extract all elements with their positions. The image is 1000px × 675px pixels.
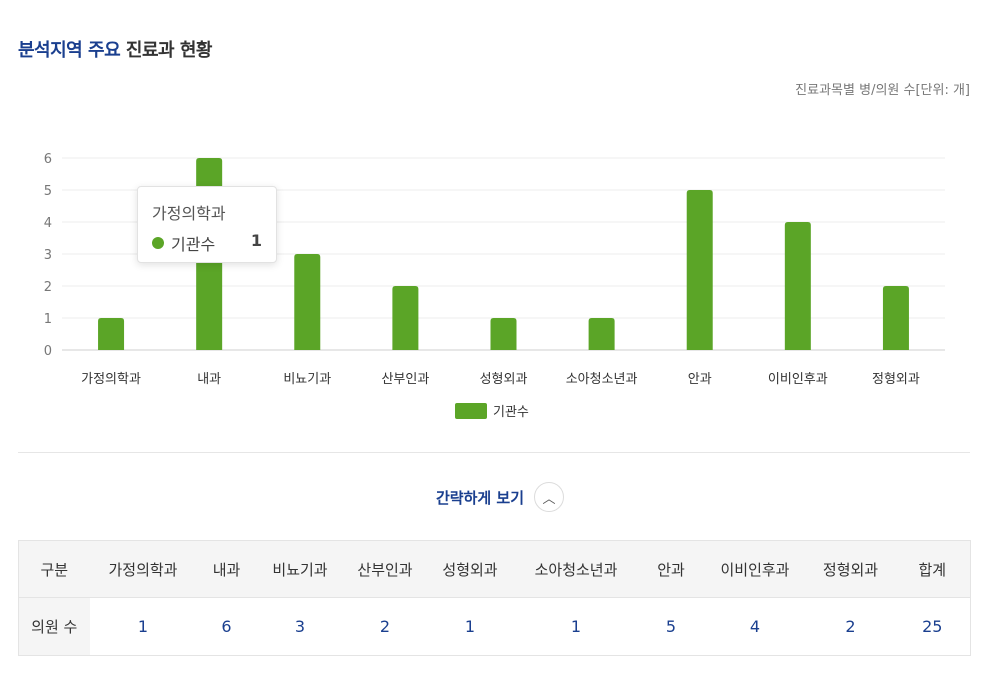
table-header-cell: 정형외과: [806, 540, 895, 598]
table-cell: 1: [513, 597, 639, 656]
tooltip-series-label: 기관수: [171, 235, 216, 254]
section-divider: [18, 452, 970, 453]
table-header-cell: 소아청소년과: [513, 540, 639, 598]
table-cell: 6: [196, 597, 257, 656]
summary-table: 구분 가정의학과 내과 비뇨기과 산부인과 성형외과 소아청소년과 안과 이비인…: [18, 540, 971, 656]
bar: [294, 254, 321, 350]
bar: [686, 190, 713, 350]
table-cell: 25: [894, 597, 971, 656]
table-cell: 3: [256, 597, 344, 656]
legend-label: 기관수: [493, 405, 529, 420]
bar: [490, 318, 517, 350]
page-title-accent: 분석지역 주요: [18, 40, 121, 61]
x-tick-label: 정형외과: [872, 372, 920, 387]
y-tick-label: 0: [44, 344, 52, 359]
bar: [588, 318, 615, 350]
unit-note: 진료과목별 병/의원 수[단위: 개]: [795, 83, 970, 98]
table-header-cell: 내과: [196, 540, 257, 598]
summary-toggle-label: 간략하게 보기: [435, 488, 525, 507]
table-header-cell: 합계: [894, 540, 971, 598]
page-title: 분석지역 주요 진료과 현황: [18, 36, 213, 62]
table-header-cell: 성형외과: [426, 540, 514, 598]
table-row-label: 의원 수: [18, 597, 90, 656]
table-header-cell: 구분: [18, 540, 90, 598]
y-tick-label: 3: [44, 248, 52, 263]
y-tick-label: 1: [44, 312, 52, 327]
bar: [392, 286, 419, 350]
y-tick-label: 2: [44, 280, 52, 295]
table-header-cell: 비뇨기과: [256, 540, 344, 598]
x-tick-label: 비뇨기과: [283, 372, 331, 387]
table-cell: 2: [806, 597, 895, 656]
y-tick-label: 6: [44, 152, 52, 167]
x-tick-label: 산부인과: [381, 372, 429, 387]
bar: [98, 318, 125, 350]
x-tick-label: 소아청소년과: [566, 372, 638, 387]
chevron-up-icon[interactable]: ︿: [534, 482, 565, 512]
table-cell: 1: [89, 597, 197, 656]
table-cell: 4: [703, 597, 807, 656]
legend-swatch: [455, 403, 487, 419]
summary-header-row: 구분 가정의학과 내과 비뇨기과 산부인과 성형외과 소아청소년과 안과 이비인…: [18, 540, 971, 598]
x-tick-label: 내과: [197, 372, 221, 387]
tooltip-title: 가정의학과: [152, 204, 226, 223]
table-header-cell: 산부인과: [343, 540, 427, 598]
x-tick-label: 이비인후과: [768, 372, 828, 387]
table-cell: 2: [343, 597, 427, 656]
x-tick-label: 가정의학과: [81, 372, 141, 387]
tooltip-value: 1: [250, 231, 262, 250]
table-header-cell: 안과: [638, 540, 704, 598]
x-tick-label: 안과: [688, 372, 712, 387]
table-header-cell: 가정의학과: [89, 540, 197, 598]
y-tick-label: 4: [44, 216, 52, 231]
summary-toggle-button[interactable]: 간략하게 보기 ︿: [0, 480, 1000, 514]
tooltip-series-dot: [152, 237, 164, 249]
table-header-cell: 이비인후과: [703, 540, 807, 598]
table-row: 의원 수 1 6 3 2 1 1 5 4 2 25: [18, 597, 971, 656]
page-title-rest: 진료과 현황: [125, 40, 213, 61]
x-tick-label: 성형외과: [480, 372, 528, 387]
table-cell: 1: [426, 597, 514, 656]
chart-tooltip: 가정의학과 기관수 1: [137, 186, 277, 263]
table-cell: 5: [638, 597, 704, 656]
bar: [882, 286, 909, 350]
y-tick-label: 5: [44, 184, 52, 199]
bar: [784, 222, 811, 350]
